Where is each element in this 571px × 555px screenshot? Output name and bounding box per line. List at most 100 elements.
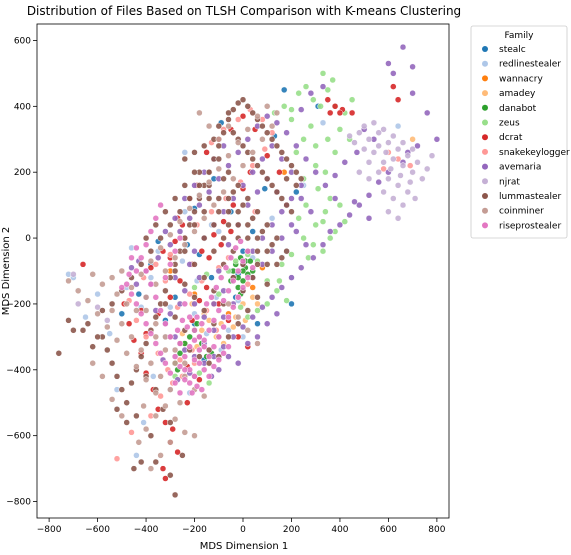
point-avemaria-133 [273, 310, 281, 318]
point-lummastealer-124 [108, 300, 116, 308]
point-avemaria-116 [365, 215, 373, 222]
point-njrat-41 [356, 168, 363, 176]
point-coinminer-17 [147, 359, 155, 367]
point-coinminer-5 [113, 336, 121, 344]
point-coinminer-68 [99, 373, 106, 380]
point-avemaria-21 [259, 303, 266, 311]
point-njrat-8 [370, 149, 378, 156]
point-lummastealer-10 [128, 379, 135, 387]
point-lummastealer-61 [225, 195, 232, 202]
point-amadey-12 [409, 136, 416, 143]
legend-label-stealc: stealc [499, 45, 526, 55]
point-dcrat-19 [198, 247, 206, 255]
point-coinminer-2 [84, 297, 92, 304]
point-lummastealer-29 [220, 129, 227, 136]
point-riseprostealer-19 [215, 307, 223, 314]
point-lummastealer-3 [89, 343, 96, 350]
point-riseprostealer-16 [200, 336, 208, 344]
point-coinminer-66 [118, 412, 126, 420]
point-avemaria-1 [390, 70, 397, 77]
point-coinminer-22 [128, 284, 135, 291]
legend-marker-zeus [482, 119, 488, 126]
legend-label-lummastealer: lummastealer [499, 192, 562, 202]
point-dcrat-12 [169, 425, 176, 433]
point-zeus-2 [288, 116, 295, 123]
point-lummastealer-109 [167, 419, 174, 426]
point-riseprostealer-20 [220, 297, 227, 304]
point-coinminer-67 [108, 396, 116, 403]
point-lummastealer-33 [239, 96, 247, 103]
point-riseprostealer-39 [196, 333, 203, 341]
y-tick-label-3: −200 [6, 300, 31, 310]
point-riseprostealer-11 [176, 389, 184, 397]
point-redlinestealer-15 [215, 228, 223, 235]
point-zeus-27 [302, 201, 310, 209]
point-stealc-22 [135, 290, 143, 298]
point-redlinestealer-29 [106, 330, 113, 337]
legend-frame [470, 25, 568, 239]
point-dcrat-16 [167, 294, 174, 301]
point-riseprostealer-90 [193, 383, 201, 390]
point-coinminer-4 [104, 323, 111, 331]
legend-marker-wannacry [482, 75, 488, 82]
point-redlinestealer-7 [179, 257, 186, 265]
point-avemaria-121 [307, 89, 315, 97]
point-lummastealer-76 [215, 208, 223, 215]
point-avemaria-135 [215, 366, 223, 374]
point-riseprostealer-18 [210, 317, 218, 324]
point-zeus-53 [336, 126, 344, 133]
legend-label-riseprostealer: riseprostealer [499, 221, 561, 231]
point-njrat-34 [385, 139, 392, 146]
point-lummastealer-111 [137, 458, 145, 466]
point-riseprostealer-33 [167, 261, 174, 268]
point-avemaria-80 [297, 195, 305, 202]
point-avemaria-19 [278, 284, 286, 291]
point-njrat-27 [390, 132, 397, 140]
point-lummastealer-128 [147, 247, 155, 255]
point-zeus-29 [310, 241, 317, 248]
legend-label-dcrat: dcrat [499, 133, 523, 143]
point-lummastealer-148 [278, 195, 286, 202]
point-redlinestealer-11 [225, 327, 232, 334]
point-riseprostealer-23 [234, 267, 242, 275]
point-coinminer-3 [94, 310, 101, 318]
point-lummastealer-170 [244, 307, 252, 314]
point-lummastealer-116 [179, 452, 186, 459]
point-lummastealer-150 [293, 182, 300, 189]
point-lummastealer-15 [152, 313, 160, 321]
x-tick-label-8: 800 [428, 525, 445, 535]
point-riseprostealer-3 [137, 310, 145, 318]
point-njrat-32 [346, 132, 353, 140]
point-riseprostealer-80 [213, 284, 220, 291]
point-lummastealer-65 [263, 247, 271, 255]
point-snakekeylogger-3 [157, 392, 164, 400]
y-tick-label-6: 400 [14, 102, 31, 112]
point-coinminer-54 [113, 290, 121, 298]
point-lummastealer-145 [249, 155, 256, 163]
point-lummastealer-1 [70, 327, 77, 334]
point-coinminer-18 [137, 346, 145, 354]
point-coinminer-11 [171, 415, 179, 423]
point-zeus-37 [254, 307, 261, 314]
point-lummastealer-73 [263, 261, 271, 268]
point-lummastealer-34 [244, 103, 252, 110]
point-njrat-11 [397, 172, 404, 179]
point-riseprostealer-79 [208, 294, 215, 301]
point-avemaria-36 [154, 254, 162, 262]
point-lummastealer-113 [152, 458, 160, 466]
point-dcrat-45 [324, 96, 332, 103]
point-lummastealer-59 [268, 241, 276, 248]
point-avemaria-108 [162, 228, 169, 235]
point-lummastealer-119 [133, 412, 140, 420]
point-coinminer-47 [181, 241, 189, 248]
point-avemaria-48 [273, 119, 281, 127]
point-coinminer-46 [191, 228, 198, 235]
point-riseprostealer-46 [230, 303, 237, 311]
point-lummastealer-120 [94, 333, 101, 341]
legend: Family stealc redlinestealer wannacry amade… [470, 25, 570, 239]
point-snakekeylogger-0 [113, 455, 121, 462]
legend-marker-amadey [482, 90, 488, 97]
point-lummastealer-93 [181, 247, 189, 255]
point-lummastealer-82 [210, 221, 218, 229]
point-lummastealer-77 [225, 221, 232, 229]
